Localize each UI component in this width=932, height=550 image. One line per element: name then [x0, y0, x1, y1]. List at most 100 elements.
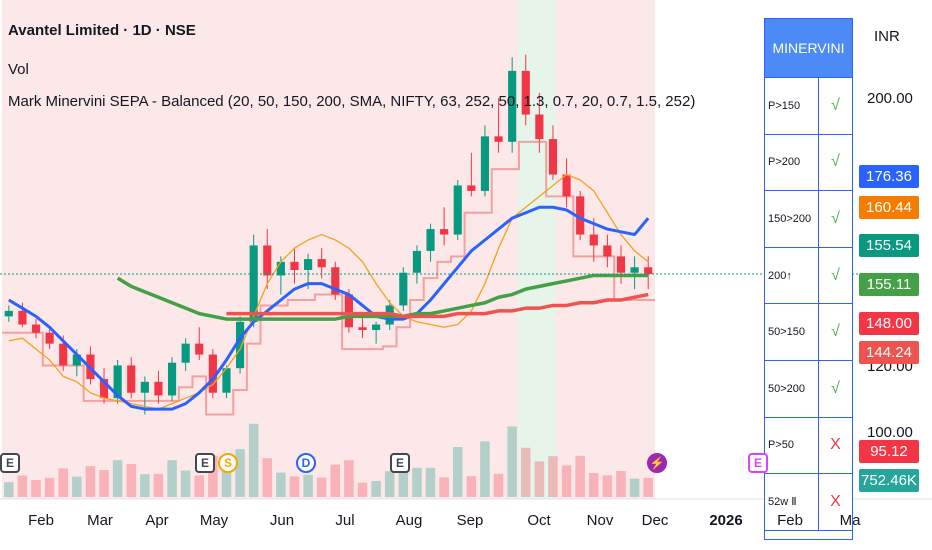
earnings-marker[interactable]: E: [390, 453, 410, 473]
trailing-stop-line: [2, 140, 655, 416]
candle-body: [358, 327, 367, 330]
candle-body: [276, 261, 285, 276]
volume-bar: [17, 475, 28, 497]
x-tick-label: Dec: [641, 512, 669, 529]
volume-bar: [507, 426, 517, 497]
volume-bar: [289, 476, 300, 497]
price-badge: 160.44: [859, 196, 919, 219]
volume-bar: [425, 467, 436, 497]
candle-body: [18, 310, 27, 325]
candle-body: [576, 196, 585, 235]
x-tick-label: Sep: [456, 512, 484, 529]
x-tick-label: Apr: [145, 512, 169, 529]
volume-bar: [480, 441, 490, 497]
candle-body: [453, 185, 462, 235]
minervini-row: 150>200 √: [765, 191, 852, 248]
candle-body: [331, 267, 340, 295]
x-tick-label: Aug: [395, 512, 423, 529]
chart-title: Avantel Limited · 1D · NSE: [8, 22, 196, 39]
price-badge: 752.46K: [859, 469, 919, 492]
earnings-marker[interactable]: E: [748, 453, 768, 473]
price-badge: 176.36: [859, 165, 919, 188]
volume-bar: [520, 447, 531, 497]
minervini-row: 200↑ √: [765, 247, 852, 305]
candle-body: [249, 245, 258, 322]
candle-body: [181, 343, 190, 363]
volume-bar: [194, 475, 205, 497]
candle-body: [508, 70, 517, 142]
volume-bar: [629, 478, 640, 497]
volume-bar: [4, 482, 14, 497]
x-tick-label: Ma: [839, 512, 861, 529]
x-tick-label: Mar: [87, 512, 113, 529]
candle-body: [344, 294, 353, 328]
candle-body: [235, 321, 245, 369]
volume-bar: [384, 471, 395, 497]
earnings-marker[interactable]: E: [0, 453, 20, 473]
minervini-row: 50>150 √: [765, 304, 852, 361]
check-mark: √: [831, 96, 840, 114]
sma20-line: [8, 173, 649, 410]
earnings-marker[interactable]: E: [195, 453, 215, 473]
volume-bar: [534, 461, 545, 497]
candle-body: [208, 354, 217, 393]
split-marker[interactable]: S: [218, 453, 238, 473]
y-tick-label: 100.00: [867, 424, 913, 441]
candle-body: [99, 379, 109, 399]
candle-body: [589, 234, 598, 246]
check-mark: √: [831, 323, 840, 341]
sma200-line: [226, 292, 649, 319]
candle-body: [616, 256, 626, 273]
candle-body: [127, 365, 136, 393]
candlesticks: [4, 54, 653, 415]
lightning-icon[interactable]: ⚡: [647, 453, 667, 473]
candle-body: [113, 365, 122, 399]
volume-bar: [575, 455, 585, 497]
minervini-row: P>50 X: [765, 417, 852, 475]
candle-body: [440, 229, 449, 235]
minervini-row: P>200 √: [765, 134, 852, 192]
volume-bar: [153, 473, 164, 497]
volume-bar: [276, 472, 286, 497]
candle-body: [195, 343, 204, 355]
volume-bar: [561, 465, 572, 497]
volume-bar: [412, 467, 422, 497]
volume-bar: [616, 471, 626, 497]
currency-label: INR: [874, 28, 900, 45]
x-tick-label: Feb: [28, 512, 54, 529]
candle-body: [562, 174, 571, 197]
volume-bar: [248, 423, 259, 497]
candle-body: [426, 229, 435, 251]
volume-bar: [330, 464, 341, 497]
volume-bar: [357, 482, 368, 497]
x-tick-label: May: [199, 512, 229, 529]
dividend-marker[interactable]: D: [296, 453, 316, 473]
candle-body: [154, 381, 163, 396]
x-tick-label: Feb: [777, 512, 803, 529]
volume-bar: [126, 464, 137, 497]
x-tick-label: 2026: [709, 512, 743, 529]
volume-bar: [548, 456, 558, 497]
volume-bar: [262, 458, 273, 497]
check-mark: √: [831, 379, 840, 397]
check-mark: √: [831, 153, 840, 171]
minervini-table: MINERVINI P>150 √ P>200 √ 150>200 √ 200↑ √ 50>15…: [764, 18, 853, 540]
candle-body: [317, 259, 326, 268]
candle-body: [290, 261, 299, 270]
volume-bar: [589, 473, 599, 497]
candle-body: [59, 343, 68, 366]
x-tick-label: Jul: [335, 512, 355, 529]
volume-bar: [72, 476, 82, 497]
sma150-line: [116, 273, 649, 321]
minervini-criterion: 50>200: [765, 360, 819, 417]
check-mark: √: [831, 209, 840, 227]
candle-body: [494, 136, 503, 142]
check-mark: √: [831, 266, 840, 284]
candle-body: [72, 354, 81, 366]
volume-bar: [99, 470, 109, 497]
candle-body: [548, 139, 558, 175]
volume-bar: [398, 460, 409, 497]
price-badge: 148.00: [859, 312, 919, 335]
minervini-row: 52w Ⅱ X: [765, 474, 852, 531]
